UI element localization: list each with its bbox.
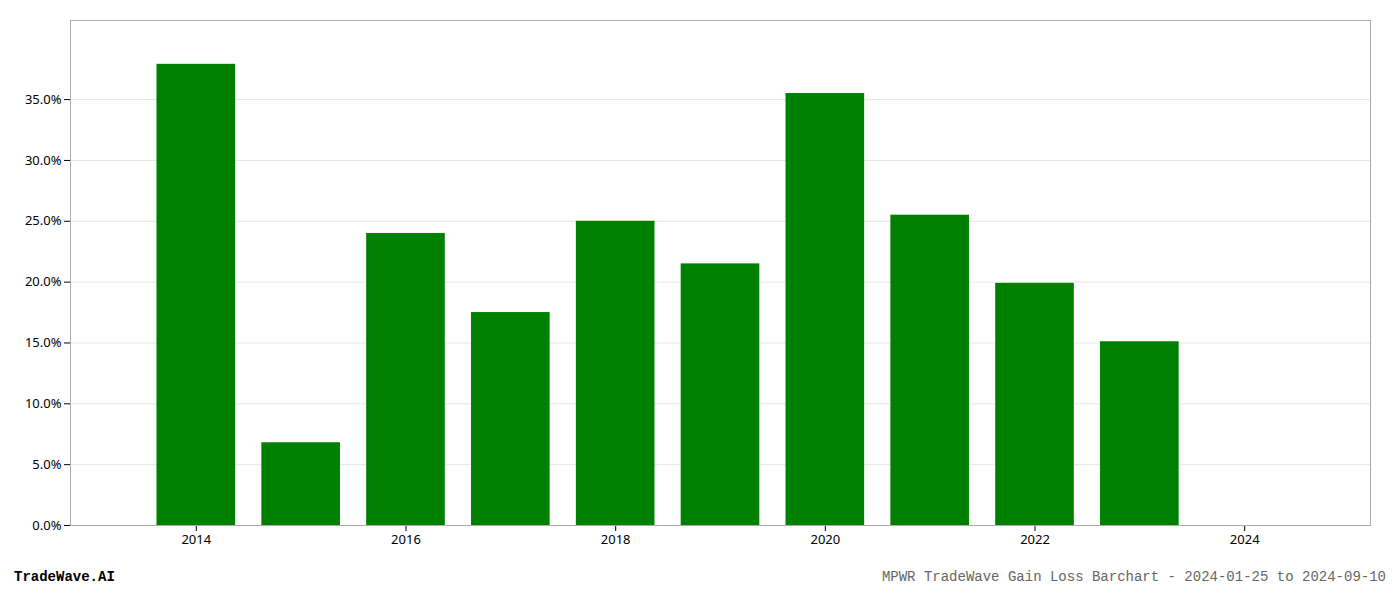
svg-text:15.0%: 15.0% xyxy=(25,333,62,351)
svg-text:5.0%: 5.0% xyxy=(32,455,61,473)
svg-text:2014: 2014 xyxy=(181,530,211,548)
svg-text:0.0%: 0.0% xyxy=(32,516,61,534)
svg-text:2020: 2020 xyxy=(810,530,840,548)
html-text:TradeWave.AI: TradeWave.AI xyxy=(14,569,115,585)
svg-text:20.0%: 20.0% xyxy=(25,272,62,290)
html-text:MPWR TradeWave Gain Loss Barch: MPWR TradeWave Gain Loss Barchart - 2024… xyxy=(881,569,1386,585)
svg-text:2024: 2024 xyxy=(1230,530,1260,548)
svg-text:2016: 2016 xyxy=(391,530,421,548)
svg-text:10.0%: 10.0% xyxy=(25,394,62,412)
svg-text:30.0%: 30.0% xyxy=(25,151,62,169)
svg-text:2022: 2022 xyxy=(1020,530,1050,548)
svg-text:35.0%: 35.0% xyxy=(25,90,62,108)
svg-text:2018: 2018 xyxy=(601,530,631,548)
svg-text:25.0%: 25.0% xyxy=(25,211,62,229)
